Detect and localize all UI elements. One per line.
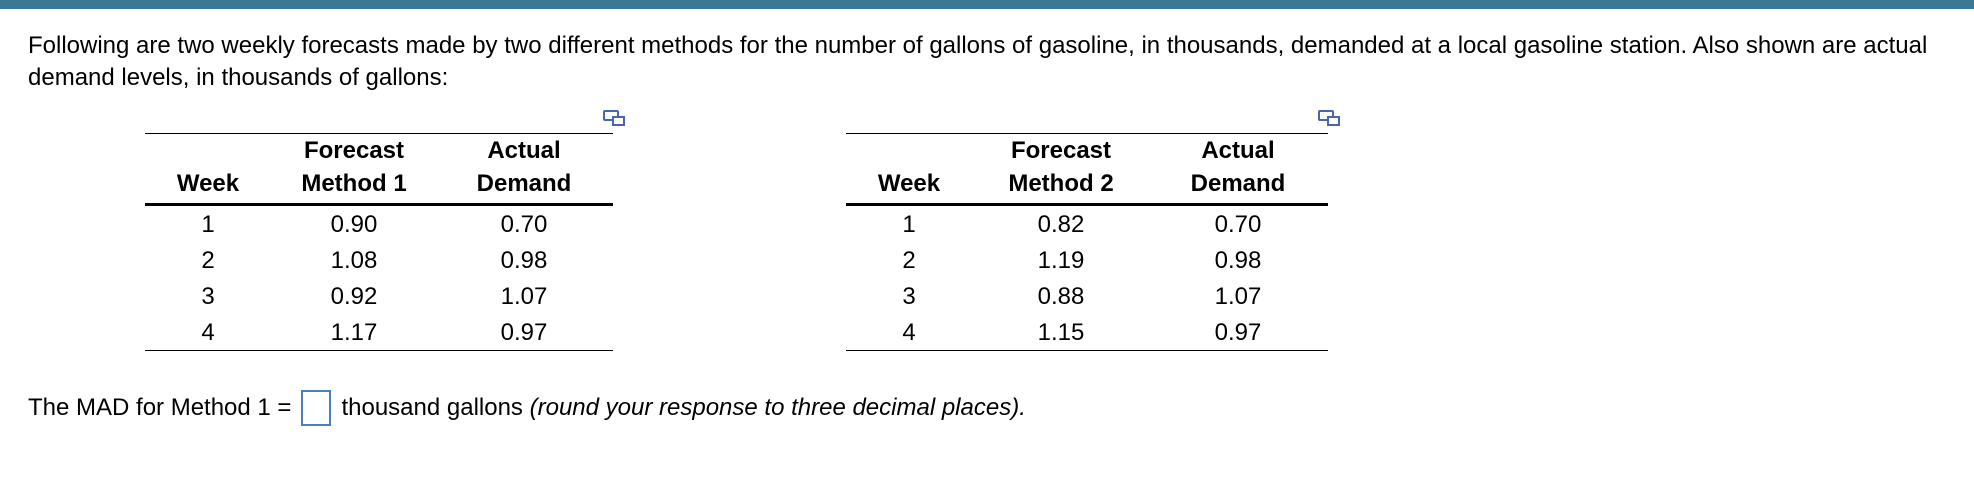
column-header: Week [176,170,240,197]
column-header: Week [877,170,941,197]
table-cell: 4 [201,319,215,346]
question-hint: (round your response to three decimal pl… [529,394,1026,421]
table-cell: 0.88 [1037,283,1085,310]
header-rule [846,203,1328,206]
top-bar [0,0,1974,9]
column-header: Forecast [303,137,405,164]
table-cell: 1.15 [1037,319,1085,346]
table-top-rule [846,133,1328,134]
table-cell: 0.98 [1214,247,1262,274]
column-header: Actual [1201,137,1275,164]
answer-input[interactable] [301,390,332,426]
question: The MAD for Method 1 = thousand gallons … [28,390,1026,426]
table-cell: 0.70 [1214,211,1262,238]
header-rule [145,203,613,206]
column-header: Method 1 [301,170,407,197]
column-header: Actual [487,137,561,164]
table-cell: 0.97 [1214,319,1262,346]
table-top-rule [145,133,613,134]
column-header: Method 2 [1008,170,1114,197]
table-cell: 3 [201,283,215,310]
table-bottom-rule [846,350,1328,351]
copy-icon[interactable] [1318,110,1340,126]
column-header: Demand [476,170,572,197]
table-cell: 0.92 [330,283,378,310]
copy-icon[interactable] [603,110,625,126]
table-cell: 3 [902,283,916,310]
table-cell: 1 [902,211,916,238]
question-suffix: thousand gallons [341,394,523,421]
table-cell: 0.97 [500,319,548,346]
table-cell: 0.90 [330,211,378,238]
table-bottom-rule [145,350,613,351]
table-cell: 1 [201,211,215,238]
table-cell: 1.17 [330,319,378,346]
data-table: Week Forecast Method 2 Actual Demand 1 0.82 0.7… [846,110,1340,353]
table-cell: 0.82 [1037,211,1085,238]
table-cell: 1.07 [500,283,548,310]
table-cell: 4 [902,319,916,346]
intro-text: Following are two weekly forecasts made … [28,32,1928,91]
question-prefix: The MAD for Method 1 = [28,394,292,421]
table-cell: 2 [201,247,215,274]
table-cell: 1.19 [1037,247,1085,274]
column-header: Demand [1190,170,1286,197]
table-cell: 0.70 [500,211,548,238]
table-cell: 1.07 [1214,283,1262,310]
table-cell: 2 [902,247,916,274]
table-cell: 0.98 [500,247,548,274]
data-table: Week Forecast Method 1 Actual Demand 1 0.90 0.7… [145,110,625,353]
table-cell: 1.08 [330,247,378,274]
column-header: Forecast [1010,137,1112,164]
